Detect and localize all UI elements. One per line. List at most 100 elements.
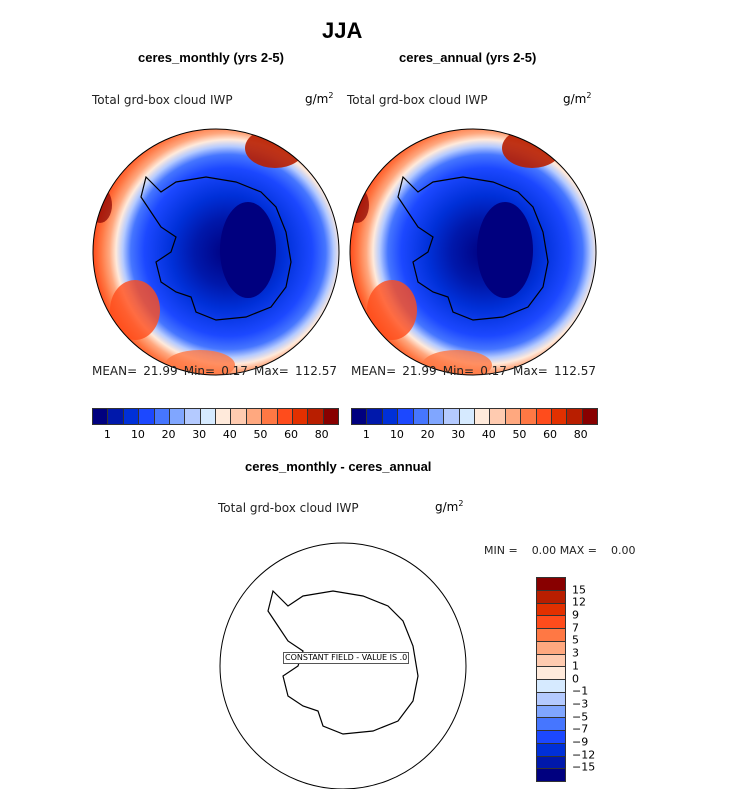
panel-1-subtitle: ceres_monthly (yrs 2-5) — [138, 50, 284, 65]
colorbar-swatch — [537, 629, 565, 642]
colorbar-label: 15 — [572, 583, 586, 597]
colorbar-swatch — [537, 680, 565, 693]
panel-1-units: g/m2 — [305, 91, 333, 106]
colorbar-label: 7 — [572, 621, 579, 635]
colorbar-swatch — [537, 731, 565, 744]
panel-1-map-border — [92, 128, 340, 376]
colorbar-swatch — [413, 409, 429, 424]
antarctica-outline — [397, 175, 549, 321]
colorbar-swatch — [521, 409, 537, 424]
max-value: 112.57 — [553, 364, 596, 378]
max-label: Max= — [254, 364, 289, 378]
colorbar-swatch — [398, 409, 414, 424]
panel-2-map — [350, 129, 596, 375]
panel-2-map-border — [349, 128, 597, 376]
min-value: 0.17 — [221, 364, 248, 378]
max-label: Max= — [513, 364, 548, 378]
colorbar-swatch — [308, 409, 324, 424]
min-label: Min= — [442, 364, 475, 378]
colorbar-swatch — [537, 667, 565, 680]
colorbar-swatch — [537, 743, 565, 757]
colorbar-swatch — [367, 409, 383, 424]
colorbar-label: −7 — [572, 722, 589, 736]
colorbar-label: −5 — [572, 710, 589, 724]
colorbar-swatch — [537, 654, 565, 668]
colorbar-label: 40 — [222, 428, 237, 441]
colorbar-swatch — [537, 641, 565, 655]
max-value: 0.00 — [610, 544, 636, 557]
colorbar-label: 30 — [192, 428, 207, 441]
colorbar-swatch — [323, 409, 338, 424]
colorbar-label: 12 — [572, 595, 586, 609]
colorbar-label: 1 — [362, 428, 370, 441]
min-value: 0.00 — [531, 544, 557, 557]
colorbar-swatch — [551, 409, 568, 424]
colorbar-swatch — [537, 769, 565, 781]
colorbar-swatch — [200, 409, 216, 424]
colorbar-label: 20 — [161, 428, 176, 441]
colorbar-swatch — [444, 409, 460, 424]
colorbar-swatch — [231, 409, 247, 424]
colorbar-swatch — [537, 705, 565, 719]
units-exponent: 2 — [328, 91, 334, 100]
colorbar-label: 80 — [573, 428, 588, 441]
constant-field-label: CONSTANT FIELD - VALUE IS .0 — [283, 652, 410, 664]
mean-value: 21.99 — [402, 364, 437, 378]
panel-1-colorbar — [92, 408, 339, 425]
colorbar-swatch — [505, 409, 522, 424]
mean-label: MEAN= — [92, 364, 138, 378]
min-label: Min= — [183, 364, 216, 378]
colorbar-label: −12 — [572, 748, 596, 762]
units-exponent: 2 — [458, 499, 464, 508]
colorbar-label: 1 — [572, 659, 579, 673]
colorbar-swatch — [537, 756, 565, 770]
diff-stats: MIN = 0.00 MAX = 0.00 — [484, 544, 635, 557]
colorbar-swatch — [567, 409, 583, 424]
mean-label: MEAN= — [351, 364, 397, 378]
colorbar-swatch — [93, 409, 109, 424]
colorbar-swatch — [537, 718, 565, 731]
colorbar-swatch — [537, 603, 565, 617]
colorbar-label: 9 — [572, 608, 579, 622]
diff-units: g/m2 — [435, 499, 463, 514]
colorbar-label: −15 — [572, 760, 596, 774]
mean-value: 21.99 — [143, 364, 178, 378]
colorbar-label: −3 — [572, 697, 589, 711]
colorbar-label: 10 — [389, 428, 404, 441]
colorbar-label: 0 — [572, 672, 579, 685]
antarctica-outline — [267, 589, 419, 735]
colorbar-label: 20 — [420, 428, 435, 441]
colorbar-label: 1 — [103, 428, 111, 441]
max-value: 112.57 — [294, 364, 337, 378]
min-label: MIN = — [484, 544, 518, 557]
diff-subtitle: ceres_monthly - ceres_annual — [245, 459, 432, 474]
units-base: g/m — [563, 92, 587, 106]
diff-colorbar — [536, 577, 566, 782]
colorbar-swatch — [536, 409, 552, 424]
diff-map — [219, 542, 467, 789]
units-exponent: 2 — [586, 91, 592, 100]
diff-variable: Total grd-box cloud IWP — [218, 501, 359, 515]
colorbar-swatch — [537, 578, 565, 591]
units-base: g/m — [435, 500, 459, 514]
colorbar-label: 60 — [543, 428, 558, 441]
colorbar-label: 30 — [451, 428, 466, 441]
colorbar-label: −1 — [572, 684, 589, 698]
panel-2-subtitle: ceres_annual (yrs 2-5) — [399, 50, 537, 65]
units-base: g/m — [305, 92, 329, 106]
panel-2-units: g/m2 — [563, 91, 591, 106]
colorbar-swatch — [108, 409, 124, 424]
colorbar-swatch — [475, 409, 491, 424]
panel-2-stats: MEAN= 21.99 Min= 0.17 Max= 112.57 — [351, 364, 596, 378]
colorbar-label: 50 — [512, 428, 527, 441]
colorbar-swatch — [537, 692, 565, 706]
colorbar-label: 3 — [572, 646, 579, 660]
colorbar-swatch — [382, 409, 399, 424]
panel-1-variable: Total grd-box cloud IWP — [92, 93, 233, 107]
colorbar-label: 5 — [572, 633, 579, 647]
colorbar-swatch — [169, 409, 186, 424]
colorbar-label: 60 — [284, 428, 299, 441]
colorbar-swatch — [154, 409, 170, 424]
colorbar-label: 10 — [130, 428, 145, 441]
